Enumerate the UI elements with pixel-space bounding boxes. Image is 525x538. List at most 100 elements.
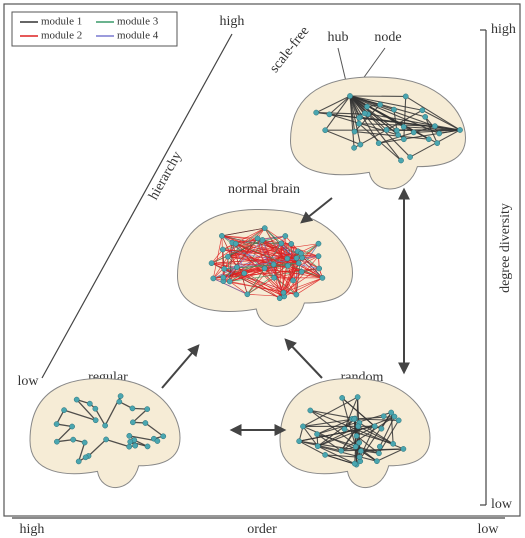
node [262, 226, 267, 231]
node [127, 444, 132, 449]
node [130, 420, 135, 425]
node [245, 292, 250, 297]
node [323, 452, 328, 457]
node [82, 440, 87, 445]
node [423, 114, 428, 119]
node [127, 433, 132, 438]
node [354, 433, 359, 438]
arrow [286, 340, 322, 378]
hub-label: hub [328, 30, 349, 45]
node [317, 266, 322, 271]
node [358, 142, 363, 147]
legend-label: module 2 [41, 30, 82, 42]
node [457, 127, 462, 132]
node [377, 102, 382, 107]
node [145, 407, 150, 412]
node [357, 115, 362, 120]
node [364, 104, 369, 109]
node [299, 269, 304, 274]
node [356, 121, 361, 126]
hierarchy-axis [42, 34, 232, 378]
node [340, 395, 345, 400]
node [74, 397, 79, 402]
node [290, 278, 295, 283]
node [285, 256, 290, 261]
node [342, 426, 347, 431]
node [242, 271, 247, 276]
regular-network [30, 379, 180, 488]
node [61, 408, 66, 413]
node [255, 236, 260, 241]
network-label: scale-free [267, 24, 312, 76]
node [377, 444, 382, 449]
node [272, 275, 277, 280]
node [352, 129, 357, 134]
node [327, 112, 332, 117]
node [296, 261, 301, 266]
node [316, 241, 321, 246]
node [271, 262, 276, 267]
node [294, 255, 299, 260]
axis-label: hierarchy [146, 149, 185, 203]
node [432, 124, 437, 129]
axis-low-label: low [491, 497, 513, 512]
node [221, 275, 226, 280]
node [437, 131, 442, 136]
node [294, 292, 299, 297]
node [71, 437, 76, 442]
arrow [302, 198, 332, 222]
node [103, 423, 108, 428]
node [233, 241, 238, 246]
node [161, 434, 166, 439]
axis-label: degree diversity [498, 203, 513, 293]
node [426, 137, 431, 142]
node [128, 439, 133, 444]
random-network [280, 379, 430, 488]
normal-brain-network [178, 209, 353, 326]
diagram: module 1 module 2 module 3 module 4 high… [0, 0, 525, 538]
node [384, 127, 389, 132]
node [281, 290, 286, 295]
node [117, 399, 122, 404]
node [314, 110, 319, 115]
node [362, 111, 367, 116]
node [435, 141, 440, 146]
axis-high-label: high [491, 22, 516, 37]
node [234, 265, 239, 270]
node [155, 438, 160, 443]
node [219, 233, 224, 238]
node [209, 261, 214, 266]
node [54, 439, 59, 444]
node [376, 451, 381, 456]
node [396, 418, 401, 423]
node [104, 437, 109, 442]
node [262, 266, 267, 271]
node [93, 406, 98, 411]
node [93, 418, 98, 423]
node [420, 108, 425, 113]
node [352, 416, 357, 421]
node [220, 247, 225, 252]
axis-high-label: high [220, 14, 245, 29]
node [279, 241, 284, 246]
legend: module 1 module 2 module 3 module 4 [12, 12, 177, 46]
node [401, 137, 406, 142]
network-label: normal brain [228, 182, 300, 197]
node [401, 124, 406, 129]
node [320, 275, 325, 280]
node [260, 237, 265, 242]
node [285, 263, 290, 268]
node [356, 424, 361, 429]
node [339, 448, 344, 453]
node [411, 130, 416, 135]
node [76, 459, 81, 464]
node [389, 410, 394, 415]
node [374, 459, 379, 464]
node [376, 141, 381, 146]
node [87, 401, 92, 406]
node [298, 251, 303, 256]
node-label: node [374, 30, 401, 45]
node [372, 424, 377, 429]
node [314, 432, 319, 437]
node [143, 420, 148, 425]
